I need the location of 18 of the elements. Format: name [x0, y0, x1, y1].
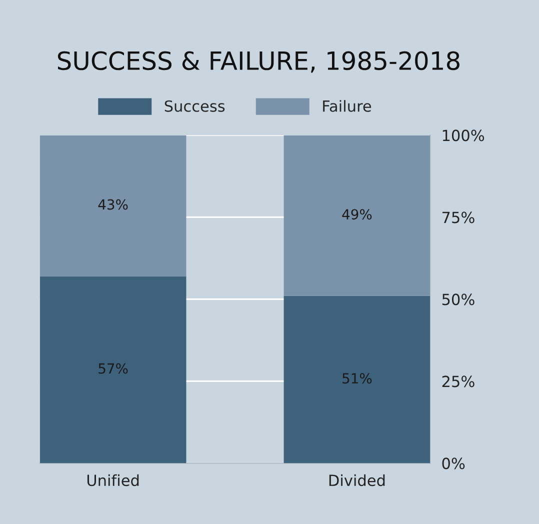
- y-tick-label: 50%: [442, 294, 474, 306]
- legend-label: Failure: [323, 100, 372, 112]
- y-tick-label: 25%: [442, 376, 474, 388]
- x-tick-label: Divided: [329, 474, 385, 486]
- bar: [284, 135, 430, 296]
- y-tick-label: 100%: [442, 130, 484, 142]
- legend-label: Success: [164, 100, 225, 112]
- data-label: 43%: [98, 199, 128, 210]
- x-tick-label: Unified: [87, 474, 139, 486]
- bar: [40, 135, 186, 276]
- data-label: 51%: [342, 373, 372, 384]
- bar: [284, 296, 430, 464]
- chart-title: SUCCESS & FAILURE, 1985-2018: [58, 51, 460, 73]
- y-tick-label: 0%: [442, 458, 465, 470]
- data-label: 57%: [98, 363, 128, 374]
- data-label: 49%: [342, 209, 372, 220]
- bar: [40, 276, 186, 464]
- y-tick-label: 75%: [442, 212, 474, 224]
